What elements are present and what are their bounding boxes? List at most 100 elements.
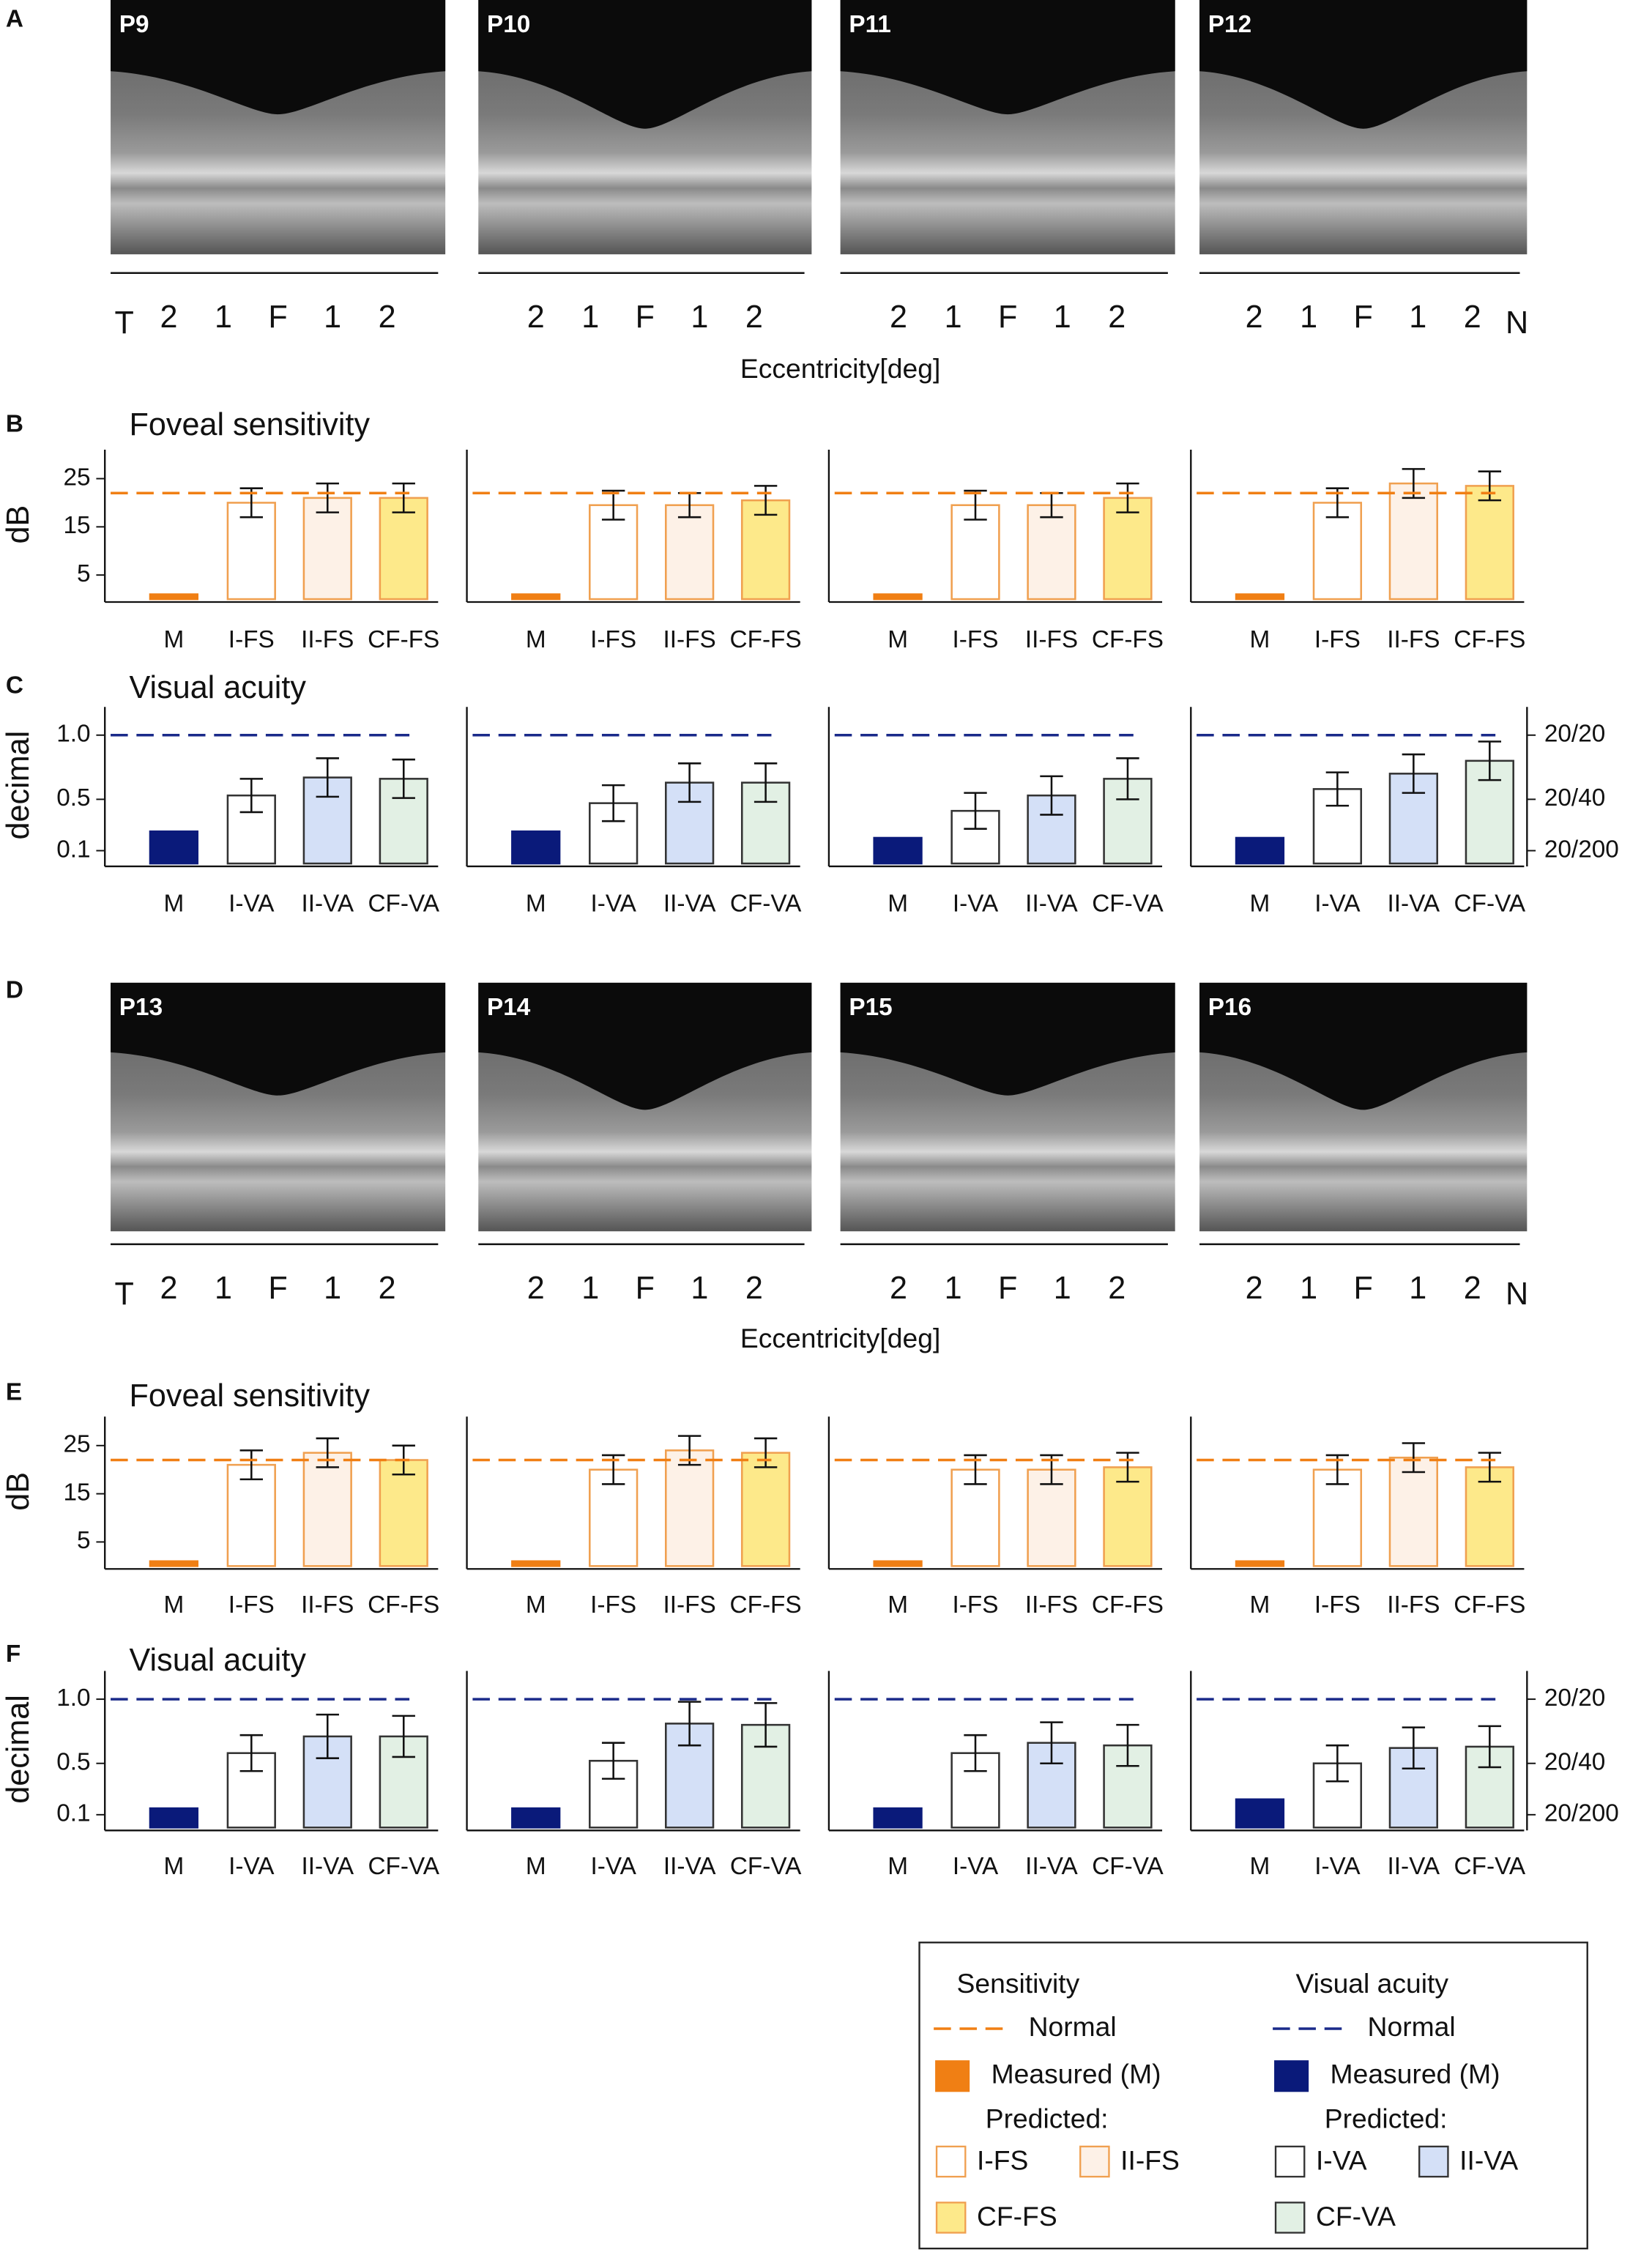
eccentricity-tick-label: 1 (1409, 1271, 1426, 1306)
eccentricity-tick-label: 2 (890, 300, 907, 335)
x-tick-label: I-FS (1314, 626, 1361, 653)
legend: Sensitivity Normal Measured (M) Predicted: I… (918, 1942, 1588, 2250)
bar (1235, 836, 1285, 865)
y-tick-label: 15 (64, 1479, 91, 1506)
error-bar (316, 1713, 339, 1759)
oct-vitreous (840, 982, 1175, 1096)
legend-predicted-item: II-VA (1459, 2144, 1518, 2175)
error-bar (1478, 1452, 1502, 1483)
bar (873, 1807, 923, 1829)
x-tick-label: CF-FS (368, 1591, 439, 1619)
x-axis-title: Eccentricity[deg] (740, 353, 940, 384)
x-tick-label: CF-VA (1092, 891, 1164, 918)
bar (740, 1452, 791, 1567)
oct-label: P14 (487, 994, 531, 1021)
error-bar (1040, 1721, 1063, 1764)
eccentricity-tick-label: 2 (1108, 1271, 1125, 1306)
x-tick-label: II-FS (1025, 1591, 1078, 1619)
eccentricity-tick-label: 1 (1409, 300, 1426, 335)
eccentricity-tick-label: F (998, 1271, 1017, 1306)
x-tick-label: M (163, 626, 184, 653)
bar (149, 1560, 199, 1567)
x-tick-label: CF-FS (368, 626, 439, 653)
x-tick-label: II-VA (1388, 1853, 1440, 1880)
bar (1312, 1468, 1363, 1567)
x-tick-label: M (888, 1853, 908, 1880)
x-tick-label: I-VA (1314, 1853, 1361, 1880)
x-tick-label: M (526, 1853, 546, 1880)
eccentricity-tick-label: 2 (379, 300, 396, 335)
error-bar (316, 757, 339, 798)
error-bar (316, 482, 339, 513)
legend-predicted-swatch (1274, 2145, 1306, 2178)
chart-title: Foveal sensitivity (130, 1378, 371, 1413)
y-tick-label: 0.5 (56, 1749, 90, 1776)
oct-label: P15 (849, 994, 892, 1021)
x-tick-label: M (888, 1591, 908, 1619)
legend-measured-swatch (935, 2060, 970, 2092)
x-tick-label: M (1250, 1853, 1270, 1880)
x-tick-label: CF-VA (730, 1853, 802, 1880)
x-tick-label: II-FS (301, 626, 354, 653)
legend-predicted-label: Predicted: (1325, 2103, 1448, 2133)
bar (1465, 485, 1514, 601)
x-tick-label: II-VA (1025, 891, 1078, 918)
bar (1388, 1456, 1438, 1567)
eccentricity-tick-label: F (636, 300, 655, 335)
chart-title: Visual acuity (130, 1643, 307, 1678)
x-tick-label: CF-VA (1454, 891, 1526, 918)
oct-label: P10 (487, 11, 530, 38)
bar (379, 497, 428, 601)
eccentricity-tick-label: 1 (945, 1271, 962, 1306)
bar (873, 593, 923, 601)
error-bar (964, 1734, 987, 1772)
eccentricity-tick-label: 2 (745, 1271, 763, 1306)
eccentricity-tick-label: 2 (1246, 300, 1263, 335)
legend-title: Sensitivity (957, 1968, 1080, 1999)
y-axis-title: decimal (1, 731, 36, 840)
bar (149, 830, 199, 865)
error-bar (677, 1701, 702, 1747)
y-tick-label: 0.1 (56, 1800, 90, 1827)
error-bar (239, 778, 263, 814)
eccentricity-tick-label: T (115, 305, 134, 341)
oct-vitreous (1199, 0, 1528, 129)
x-tick-label: II-VA (301, 1853, 354, 1880)
x-tick-label: II-FS (1025, 626, 1078, 653)
eccentricity-tick-label: N (1506, 305, 1528, 341)
bar (511, 593, 561, 601)
panel-letter: B (6, 411, 23, 438)
legend-predicted-swatch (1274, 2202, 1306, 2234)
legend-predicted-item: CF-FS (977, 2201, 1057, 2232)
bar (511, 830, 561, 865)
oct-vitreous (111, 982, 446, 1096)
x-tick-label: CF-FS (730, 1591, 802, 1619)
bar (1235, 1798, 1285, 1829)
eccentricity-tick-label: 2 (527, 1271, 545, 1306)
bar (950, 504, 1000, 601)
error-bar (1478, 740, 1502, 781)
x-tick-label: CF-FS (1092, 1591, 1164, 1619)
eccentricity-tick-label: 2 (1464, 1271, 1481, 1306)
error-bar (964, 489, 987, 521)
legend-predicted-swatch (935, 2202, 967, 2234)
x-tick-label: M (163, 1591, 184, 1619)
bar (740, 499, 791, 601)
x-tick-label: M (1250, 891, 1270, 918)
x-tick-label: II-FS (663, 1591, 716, 1619)
y-tick-label: 5 (77, 560, 91, 587)
x-tick-label: I-FS (953, 626, 999, 653)
eccentricity-tick-label: 2 (1464, 300, 1481, 335)
error-bar (754, 762, 778, 803)
panel-letter: A (6, 5, 23, 32)
error-bar (754, 485, 778, 516)
bar (511, 1807, 561, 1829)
oct-vitreous (1199, 982, 1528, 1110)
x-tick-label: CF-VA (1454, 1853, 1526, 1880)
eccentricity-tick-label: 1 (215, 1271, 232, 1306)
legend-normal-label: Normal (1368, 2011, 1456, 2042)
error-bar (677, 762, 702, 803)
error-bar (1402, 1442, 1426, 1474)
error-bar (1116, 1452, 1139, 1483)
x-tick-label: I-VA (953, 891, 999, 918)
